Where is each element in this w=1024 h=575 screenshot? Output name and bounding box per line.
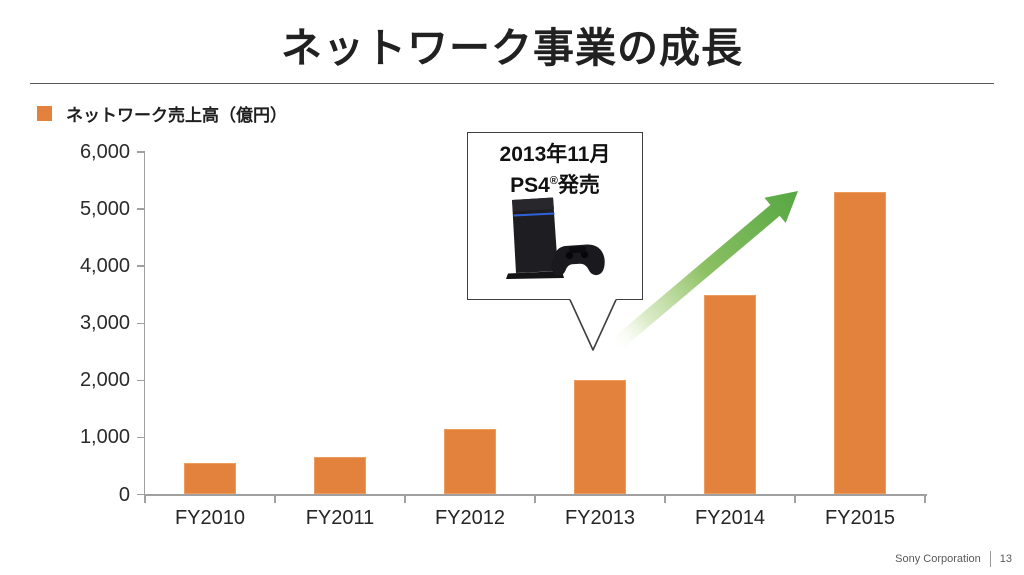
- x-axis-tick-mark: [664, 494, 666, 503]
- y-axis-tick-mark: [137, 265, 145, 267]
- callout-release-word: 発売: [557, 174, 600, 197]
- legend-color-swatch: [37, 106, 52, 121]
- title-divider: [30, 83, 994, 84]
- x-axis-tick-mark: [534, 494, 536, 503]
- y-axis-tick-label: 1,000: [79, 426, 130, 449]
- footer-company: Sony Corporation: [895, 553, 981, 565]
- bar-fy2010: [184, 463, 236, 495]
- footer-divider: [989, 551, 991, 567]
- bar-fy2014: [704, 294, 756, 495]
- y-axis-tick-mark: [137, 208, 145, 210]
- x-axis-label-fy2013: FY2013: [564, 507, 636, 529]
- callout-pointer: [569, 299, 617, 351]
- y-axis-tick-mark: [137, 379, 145, 382]
- registered-trademark-icon: ®: [549, 175, 558, 187]
- y-axis-tick-label: 6,000: [79, 141, 130, 163]
- x-axis-label-fy2015: FY2015: [824, 507, 896, 529]
- x-axis-tick-mark: [144, 494, 146, 503]
- page-title: ネットワーク事業の成長: [281, 25, 743, 71]
- callout-date: 2013年11月: [499, 143, 611, 166]
- legend-label: ネットワーク売上高（億円）: [66, 106, 287, 125]
- y-axis-tick-label: 2,000: [79, 369, 130, 392]
- x-axis-line: [143, 493, 927, 496]
- x-axis-tick-mark: [794, 494, 796, 503]
- y-axis-tick-label: 4,000: [79, 255, 130, 278]
- callout-product-name: PS4: [510, 174, 550, 197]
- x-axis-tick-mark: [274, 494, 276, 503]
- y-axis-line: [143, 152, 146, 495]
- bar-fy2011: [314, 457, 366, 495]
- x-axis-tick-mark: [404, 494, 406, 503]
- footer-page-number: 13: [999, 553, 1012, 565]
- x-axis-label-fy2012: FY2012: [434, 507, 506, 529]
- x-axis-label-fy2014: FY2014: [694, 507, 766, 529]
- legend: ネットワーク売上高（億円）: [37, 101, 287, 126]
- ps4-console-icon: [506, 197, 605, 279]
- y-axis-tick-mark: [137, 436, 145, 439]
- bar-fy2013: [574, 380, 626, 495]
- ps4-callout: 2013年11月 PS4®発売: [467, 132, 643, 300]
- bar-fy2012: [444, 428, 496, 495]
- footer: Sony Corporation 13: [895, 551, 1012, 567]
- y-axis-tick-mark: [137, 151, 145, 153]
- y-axis-tick-label: 5,000: [79, 198, 130, 221]
- growth-arrow-icon: [607, 191, 798, 354]
- x-axis-label-fy2011: FY2011: [305, 507, 375, 529]
- y-axis-tick-label: 3,000: [79, 312, 130, 335]
- y-axis-tick-mark: [137, 493, 145, 496]
- y-axis-tick-mark: [137, 322, 145, 324]
- bar-fy2015: [834, 191, 886, 495]
- y-axis-tick-label: 0: [118, 483, 130, 506]
- x-axis-label-fy2010: FY2010: [174, 507, 246, 529]
- x-axis-tick-mark: [924, 494, 926, 503]
- callout-product-line: PS4®発売: [468, 168, 642, 199]
